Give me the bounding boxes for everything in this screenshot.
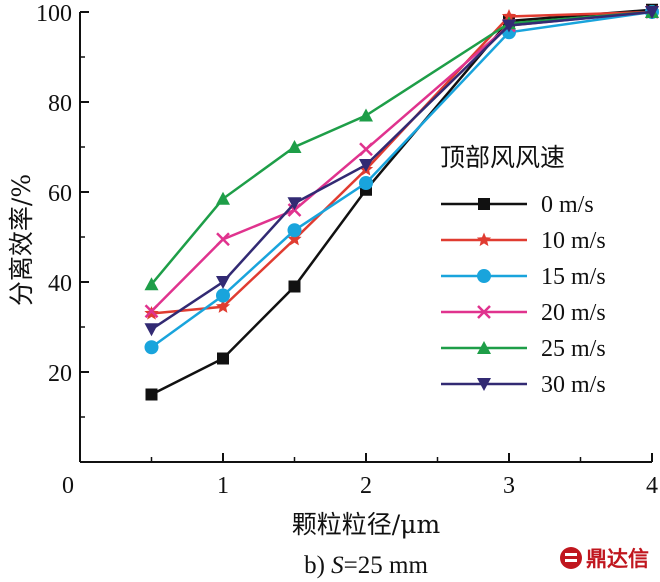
caption-rest: =25 mm	[344, 552, 429, 579]
data-point	[359, 108, 373, 122]
legend-item: 30 m/s	[441, 372, 606, 398]
legend-item: 10 m/s	[441, 228, 606, 254]
series-line	[151, 10, 653, 315]
watermark-logo-mark	[565, 553, 577, 556]
x-ticks: 0 1 2 3 4	[62, 453, 658, 499]
data-point	[288, 280, 301, 293]
data-point	[144, 340, 159, 355]
data-point	[144, 323, 159, 337]
legend: 0 m/s 10 m/s 15 m/s 20 m/s 25 m/s 30 m/s	[441, 192, 606, 398]
data-point	[287, 197, 302, 211]
legend-item: 25 m/s	[441, 336, 606, 362]
legend-marker	[478, 198, 490, 210]
watermark-logo-icon	[560, 547, 582, 569]
data-point	[144, 304, 159, 319]
x-tick-label: 2	[360, 473, 372, 499]
legend-marker	[476, 232, 492, 247]
series-layer	[144, 3, 660, 401]
x-tick-label: 1	[217, 473, 229, 499]
legend-label: 15 m/s	[541, 264, 606, 290]
data-point	[359, 159, 373, 172]
x-tick-label: 3	[503, 473, 515, 499]
y-tick-label: 60	[48, 181, 72, 207]
series-line	[150, 10, 653, 331]
legend-marker	[477, 269, 491, 283]
watermark: 鼎达信	[560, 547, 649, 571]
data-point	[216, 232, 230, 247]
watermark-text: 鼎达信	[586, 547, 649, 571]
caption-variable: S	[331, 552, 344, 579]
data-point	[216, 288, 230, 303]
y-tick-label: 20	[48, 361, 72, 387]
y-tick-label: 80	[48, 91, 72, 117]
legend-label: 20 m/s	[541, 300, 606, 326]
legend-label: 25 m/s	[541, 336, 606, 362]
series-line	[150, 8, 653, 396]
watermark-logo-mark-2	[565, 559, 577, 562]
y-axis-title: 分离效率/%	[7, 174, 36, 306]
legend-marker	[477, 341, 491, 354]
legend-label: 30 m/s	[541, 372, 606, 398]
x-tick-label: 0	[62, 473, 74, 499]
y-tick-label: 40	[48, 271, 72, 297]
legend-item: 20 m/s	[441, 300, 606, 326]
series-line	[150, 10, 653, 349]
data-point	[216, 191, 230, 205]
data-point	[216, 276, 230, 289]
series-5	[144, 6, 659, 337]
legend-marker	[477, 305, 491, 319]
legend-label: 10 m/s	[541, 228, 606, 254]
data-point	[287, 140, 302, 153]
data-point	[145, 388, 158, 401]
data-point	[359, 142, 373, 157]
y-ticks: 20 40 60 80 100	[36, 1, 89, 418]
legend-item: 0 m/s	[441, 192, 594, 218]
data-point	[217, 352, 229, 365]
data-point	[215, 299, 231, 313]
data-point	[287, 223, 302, 238]
data-point	[359, 176, 373, 190]
data-point	[287, 231, 302, 246]
y-tick-label: 100	[36, 1, 72, 27]
legend-title: 顶部风风速	[440, 143, 565, 172]
legend-item: 15 m/s	[441, 264, 606, 290]
data-point	[645, 6, 659, 19]
data-point	[501, 9, 517, 23]
caption-prefix: b)	[304, 552, 331, 579]
legend-marker	[477, 378, 491, 391]
data-point	[502, 19, 516, 33]
x-tick-label: 4	[646, 473, 658, 499]
data-point	[144, 277, 159, 291]
x-axis-title: 颗粒粒径/μm	[292, 510, 441, 539]
figure-caption: b) S=25 mm	[304, 552, 428, 579]
series-line	[150, 10, 653, 286]
legend-label: 0 m/s	[541, 192, 594, 218]
